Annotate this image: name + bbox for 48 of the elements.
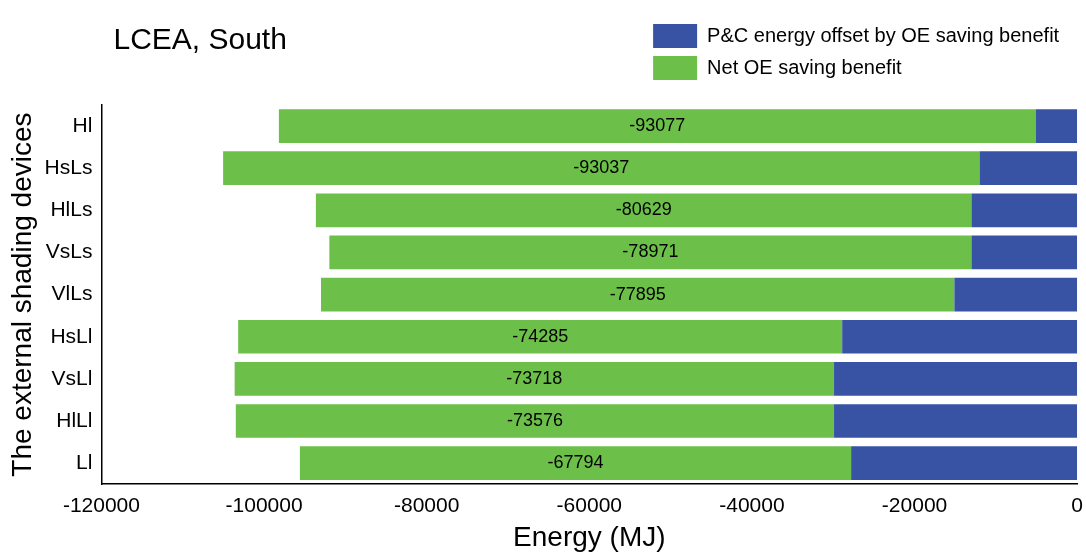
- data-label: -74285: [512, 325, 569, 346]
- bar: [329, 235, 972, 270]
- bar: [834, 404, 1078, 438]
- x-tick-label: -20000: [881, 492, 948, 516]
- y-tick-label: Ll: [76, 449, 93, 473]
- x-tick-label: -80000: [393, 492, 460, 516]
- bar: [851, 446, 1078, 480]
- legend-label: P&C energy offset by OE saving benefit: [707, 23, 1060, 46]
- y-axis-title: The external shading devices: [5, 112, 37, 477]
- y-tick-label: VsLl: [51, 365, 93, 389]
- x-axis-title: Energy (MJ): [513, 520, 666, 552]
- bar: [235, 404, 835, 438]
- y-tick-label: VsLs: [45, 239, 93, 263]
- y-tick-label: Hl: [72, 112, 93, 136]
- y-tick-label: VlLs: [51, 281, 93, 305]
- data-label: -93077: [629, 115, 686, 136]
- data-label: -73576: [506, 409, 563, 430]
- bar: [278, 109, 1036, 143]
- bar: [971, 193, 1078, 228]
- bar: [234, 362, 835, 396]
- bar: [842, 319, 1078, 354]
- legend-label: Net OE saving benefit: [707, 55, 903, 78]
- y-tick-label: HlLl: [56, 407, 93, 431]
- bar: [1035, 109, 1078, 143]
- bar: [979, 151, 1078, 186]
- x-tick-label: -100000: [225, 492, 303, 516]
- x-tick-label: -60000: [556, 492, 622, 516]
- bar: [315, 193, 972, 228]
- x-tick-label: -120000: [62, 492, 140, 516]
- y-tick-label: HsLl: [50, 323, 93, 347]
- data-label: -93037: [573, 157, 630, 178]
- bar: [834, 362, 1078, 396]
- bar: [321, 277, 955, 312]
- bar: [971, 235, 1078, 270]
- data-label: -77895: [609, 283, 666, 304]
- y-tick-label: HlLs: [50, 197, 93, 221]
- bar: [299, 446, 852, 480]
- data-label: -78971: [622, 241, 679, 262]
- data-label: -67794: [547, 452, 604, 473]
- data-label: -80629: [615, 199, 672, 220]
- chart-title: LCEA, South: [113, 22, 287, 56]
- bar: [954, 277, 1078, 312]
- bar: [238, 319, 843, 354]
- x-tick-label: 0: [1071, 492, 1083, 516]
- bar: [223, 151, 980, 186]
- y-tick-label: HsLs: [44, 155, 93, 178]
- x-tick-label: -40000: [719, 492, 785, 516]
- data-label: -73718: [506, 367, 563, 388]
